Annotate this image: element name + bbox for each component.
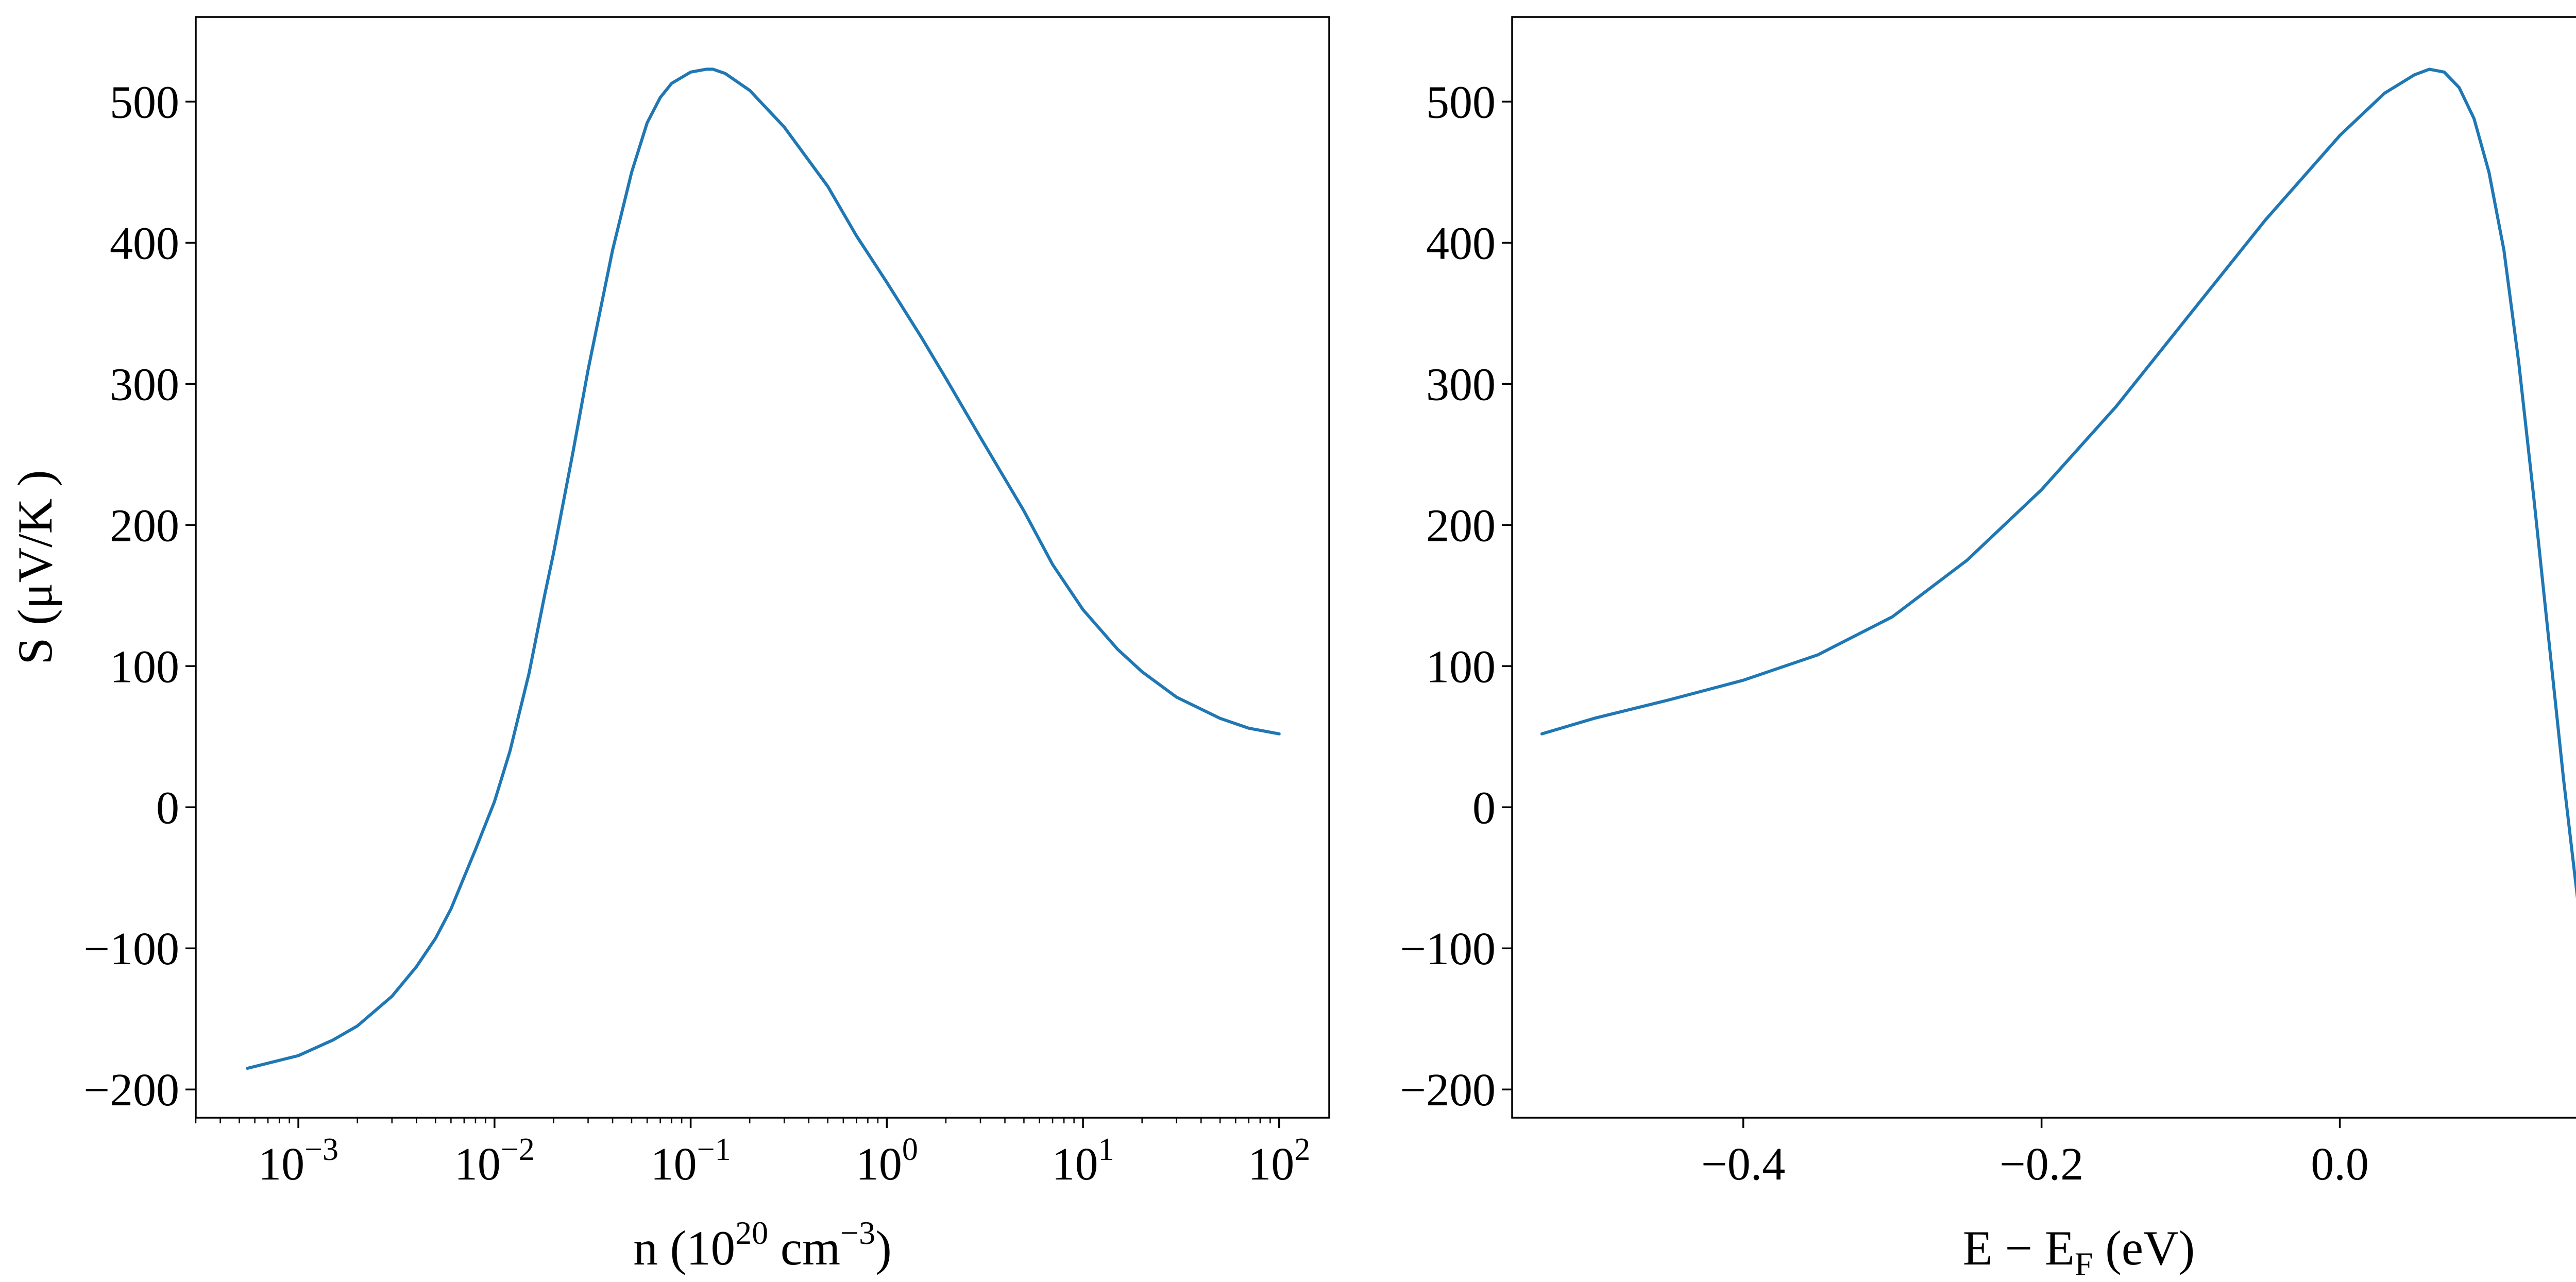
y-tick-label: 500: [110, 77, 179, 128]
y-tick-label: 500: [1426, 77, 1496, 128]
y-tick-label: 100: [110, 641, 179, 692]
x-tick-label: −0.4: [1701, 1139, 1785, 1190]
x-tick-label: 102: [1248, 1132, 1310, 1190]
y-tick-label: −100: [83, 924, 179, 975]
y-tick-label: 300: [1426, 359, 1496, 410]
seebeck-vs-carrier-density-panel: −200 −100 0 100 200 300 400 500 10−3 10−2 10−1 100 1…: [8, 16, 1330, 1275]
y-tick-label: 400: [1426, 218, 1496, 269]
series-line: [246, 67, 1281, 1070]
x-axis-label: E − EF (eV): [1963, 1221, 2195, 1282]
seebeck-vs-energy-panel: −200−1000100200300400500−0.4−0.20.00.2E …: [1400, 16, 2576, 1282]
y-tick-label: −200: [1400, 1065, 1496, 1116]
plot-frame: [1511, 16, 2576, 1119]
y-tick-label: 0: [1472, 782, 1496, 833]
y-tick-label: 400: [110, 218, 179, 269]
plot-frame: [195, 16, 1330, 1119]
x-tick-label: 10−3: [258, 1132, 338, 1190]
x-tick-label: −0.2: [1999, 1139, 2083, 1190]
x-axis-label: n (1020 cm−3): [633, 1215, 891, 1275]
x-tick-label: 10−2: [454, 1132, 535, 1190]
y-axis-label: S (μV/K ): [8, 470, 62, 664]
y-tick-label: 300: [110, 359, 179, 410]
x-tick-label: 100: [856, 1132, 918, 1190]
y-tick-label: −100: [1400, 924, 1496, 975]
x-tick-label: 0.0: [2311, 1139, 2369, 1190]
y-tick-label: 200: [1426, 500, 1496, 551]
x-tick-label: 10−1: [651, 1132, 731, 1190]
series-line: [1540, 67, 2576, 899]
y-tick-label: 200: [110, 500, 179, 551]
x-tick-label: 101: [1052, 1132, 1114, 1190]
y-tick-label: 0: [156, 782, 179, 833]
y-tick-label: 100: [1426, 641, 1496, 692]
y-tick-label: −200: [83, 1065, 179, 1116]
